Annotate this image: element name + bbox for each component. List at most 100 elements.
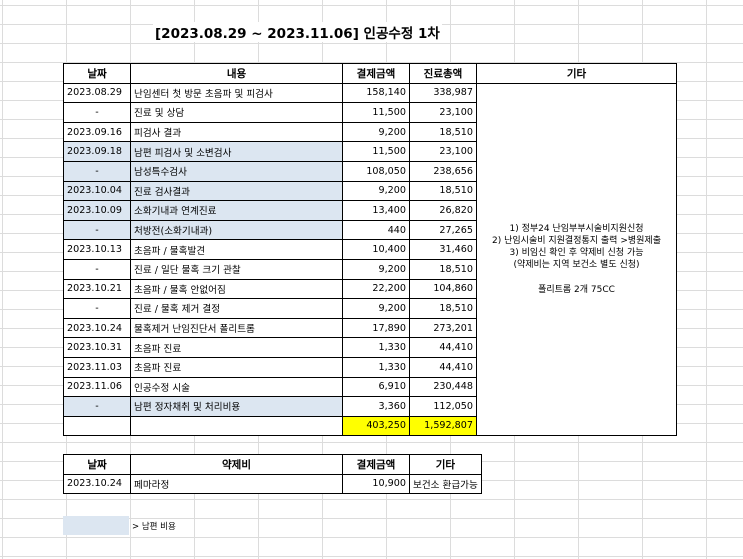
cell-total[interactable]: 44,410	[409, 337, 477, 358]
cell-total[interactable]: 18,510	[409, 298, 477, 319]
cell-content[interactable]: 물혹제거 난임진단서 폴리트롬	[130, 317, 343, 339]
header-date: 날짜	[63, 454, 131, 475]
cell-date[interactable]: 2023.11.03	[63, 356, 131, 378]
cell-date[interactable]: 2023.10.13	[63, 239, 131, 260]
table-row: - 진료 / 일단 물혹 크기 관찰 9,200 18,510	[63, 258, 677, 280]
cell-content[interactable]: 피검사 결과	[130, 121, 343, 143]
cell-paid[interactable]: 1,330	[342, 337, 410, 358]
cell-content[interactable]: 남편 정자채취 및 처리비용	[130, 396, 343, 417]
cell-content[interactable]: 남편 피검사 및 소변검사	[130, 141, 343, 162]
table-header-row: 날짜 약제비 결제금액 기타	[63, 454, 482, 475]
cell-notes[interactable]: 1) 정부24 난임부부시술비지원신청 2) 난임시술비 지원결정통지 출력 >병…	[476, 82, 677, 437]
cell-paid[interactable]: 11,500	[342, 141, 410, 162]
note-line: (약제비는 지역 보건소 별도 신청)	[513, 260, 640, 271]
cell-date[interactable]: 2023.10.04	[63, 180, 131, 202]
cell-date[interactable]: 2023.11.06	[63, 376, 131, 398]
total-paid[interactable]: 403,250	[342, 415, 410, 437]
cell-paid[interactable]: 9,200	[342, 258, 410, 280]
cell-date[interactable]: -	[63, 258, 131, 280]
table-row: 2023.10.24 페마라정 10,900 보건소 환급가능	[63, 473, 482, 495]
cell-paid[interactable]: 158,140	[342, 82, 410, 104]
table-row: - 남성특수검사 108,050 238,656	[63, 160, 677, 182]
cell-total[interactable]: 338,987	[409, 82, 477, 104]
note-line: 폴리트롬 2개 75CC	[538, 284, 615, 295]
cell-content[interactable]: 남성특수검사	[130, 160, 343, 182]
cell-paid[interactable]: 9,200	[342, 180, 410, 202]
cell-paid[interactable]: 11,500	[342, 102, 410, 123]
header-date: 날짜	[63, 63, 131, 84]
cell-total[interactable]: 31,460	[409, 239, 477, 260]
cell-content[interactable]: 인공수정 시술	[130, 376, 343, 398]
cell-content[interactable]: 처방전(소화기내과)	[130, 219, 343, 241]
table-row: 2023.11.06 인공수정 시술 6,910 230,448	[63, 376, 677, 398]
cell-content[interactable]: 진료 / 물혹 제거 결정	[130, 298, 343, 319]
cell-paid[interactable]: 9,200	[342, 121, 410, 143]
cell-total[interactable]: 27,265	[409, 219, 477, 241]
cell-note[interactable]: 보건소 환급가능	[409, 473, 482, 495]
cell-date[interactable]: 2023.08.29	[63, 82, 131, 104]
cell-content[interactable]: 초음파 / 물혹발견	[130, 239, 343, 260]
cell-total[interactable]: 23,100	[409, 141, 477, 162]
table-row: 2023.09.18 남편 피검사 및 소변검사 11,500 23,100	[63, 141, 677, 162]
table-row: 2023.10.13 초음파 / 물혹발견 10,400 31,460	[63, 239, 677, 260]
cell-total[interactable]: 230,448	[409, 376, 477, 398]
cell-paid[interactable]: 1,330	[342, 356, 410, 378]
cell-date[interactable]: -	[63, 396, 131, 417]
cell-total[interactable]: 112,050	[409, 396, 477, 417]
cell-paid[interactable]: 440	[342, 219, 410, 241]
table-row: 2023.10.04 진료 검사결과 9,200 18,510	[63, 180, 677, 202]
cell-total[interactable]: 18,510	[409, 121, 477, 143]
cell-content[interactable]: 진료 / 일단 물혹 크기 관찰	[130, 258, 343, 280]
cell-paid[interactable]: 13,400	[342, 200, 410, 221]
header-paid: 결제금액	[342, 63, 410, 84]
cell-total[interactable]: 273,201	[409, 317, 477, 339]
cell-total[interactable]: 18,510	[409, 180, 477, 202]
cell-content[interactable]: 초음파 / 물혹 안없어짐	[130, 278, 343, 300]
cell-paid[interactable]: 22,200	[342, 278, 410, 300]
cell-paid[interactable]: 10,400	[342, 239, 410, 260]
cell-total[interactable]: 104,860	[409, 278, 477, 300]
cell-date[interactable]: 2023.09.16	[63, 121, 131, 143]
cell-drug[interactable]: 페마라정	[130, 473, 343, 495]
drug-expense-table: 날짜 약제비 결제금액 기타 2023.10.24 페마라정 10,900 보건소 환…	[63, 454, 482, 495]
cell-paid[interactable]: 17,890	[342, 317, 410, 339]
cell-date[interactable]: 2023.10.09	[63, 200, 131, 221]
cell-date[interactable]: 2023.10.31	[63, 337, 131, 358]
cell-date[interactable]: 2023.10.24	[63, 317, 131, 339]
cell-date[interactable]: -	[63, 102, 131, 123]
note-line	[480, 272, 673, 284]
header-paid: 결제금액	[342, 454, 410, 475]
legend-label: > 남편 비용	[132, 522, 176, 532]
cell-paid[interactable]: 6,910	[342, 376, 410, 398]
cell-paid[interactable]: 108,050	[342, 160, 410, 182]
note-line: 2) 난임시술비 지원결정통지 출력 >병원제출	[492, 236, 661, 247]
cell-content[interactable]: 초음파 진료	[130, 356, 343, 378]
cell-empty[interactable]	[63, 415, 131, 437]
cell-date[interactable]: 2023.10.24	[63, 473, 131, 495]
total-amount[interactable]: 1,592,807	[409, 415, 477, 437]
cell-content[interactable]: 소화기내과 연계진료	[130, 200, 343, 221]
cell-date[interactable]: 2023.10.21	[63, 278, 131, 300]
cell-total[interactable]: 26,820	[409, 200, 477, 221]
expense-table: 날짜 내용 결제금액 진료총액 기타 2023.08.29 난임센터 첫 방문 초…	[63, 63, 677, 437]
cell-paid[interactable]: 9,200	[342, 298, 410, 319]
cell-total[interactable]: 238,656	[409, 160, 477, 182]
table-row: - 남편 정자채취 및 처리비용 3,360 112,050	[63, 396, 677, 417]
cell-content[interactable]: 진료 검사결과	[130, 180, 343, 202]
cell-date[interactable]: 2023.09.18	[63, 141, 131, 162]
cell-total[interactable]: 18,510	[409, 258, 477, 280]
cell-date[interactable]: -	[63, 219, 131, 241]
cell-paid[interactable]: 10,900	[342, 473, 410, 495]
cell-paid[interactable]: 3,360	[342, 396, 410, 417]
cell-content[interactable]: 난임센터 첫 방문 초음파 및 피검사	[130, 82, 343, 104]
cell-content[interactable]: 초음파 진료	[130, 337, 343, 358]
table-row: 2023.08.29 난임센터 첫 방문 초음파 및 피검사 158,140 338,…	[63, 82, 677, 437]
cell-total[interactable]: 23,100	[409, 102, 477, 123]
cell-date[interactable]: -	[63, 160, 131, 182]
cell-content[interactable]: 진료 및 상담	[130, 102, 343, 123]
cell-empty[interactable]	[130, 415, 343, 437]
header-content: 내용	[130, 63, 343, 84]
cell-total[interactable]: 44,410	[409, 356, 477, 378]
cell-date[interactable]: -	[63, 298, 131, 319]
table-row: - 진료 및 상담 11,500 23,100	[63, 102, 677, 123]
